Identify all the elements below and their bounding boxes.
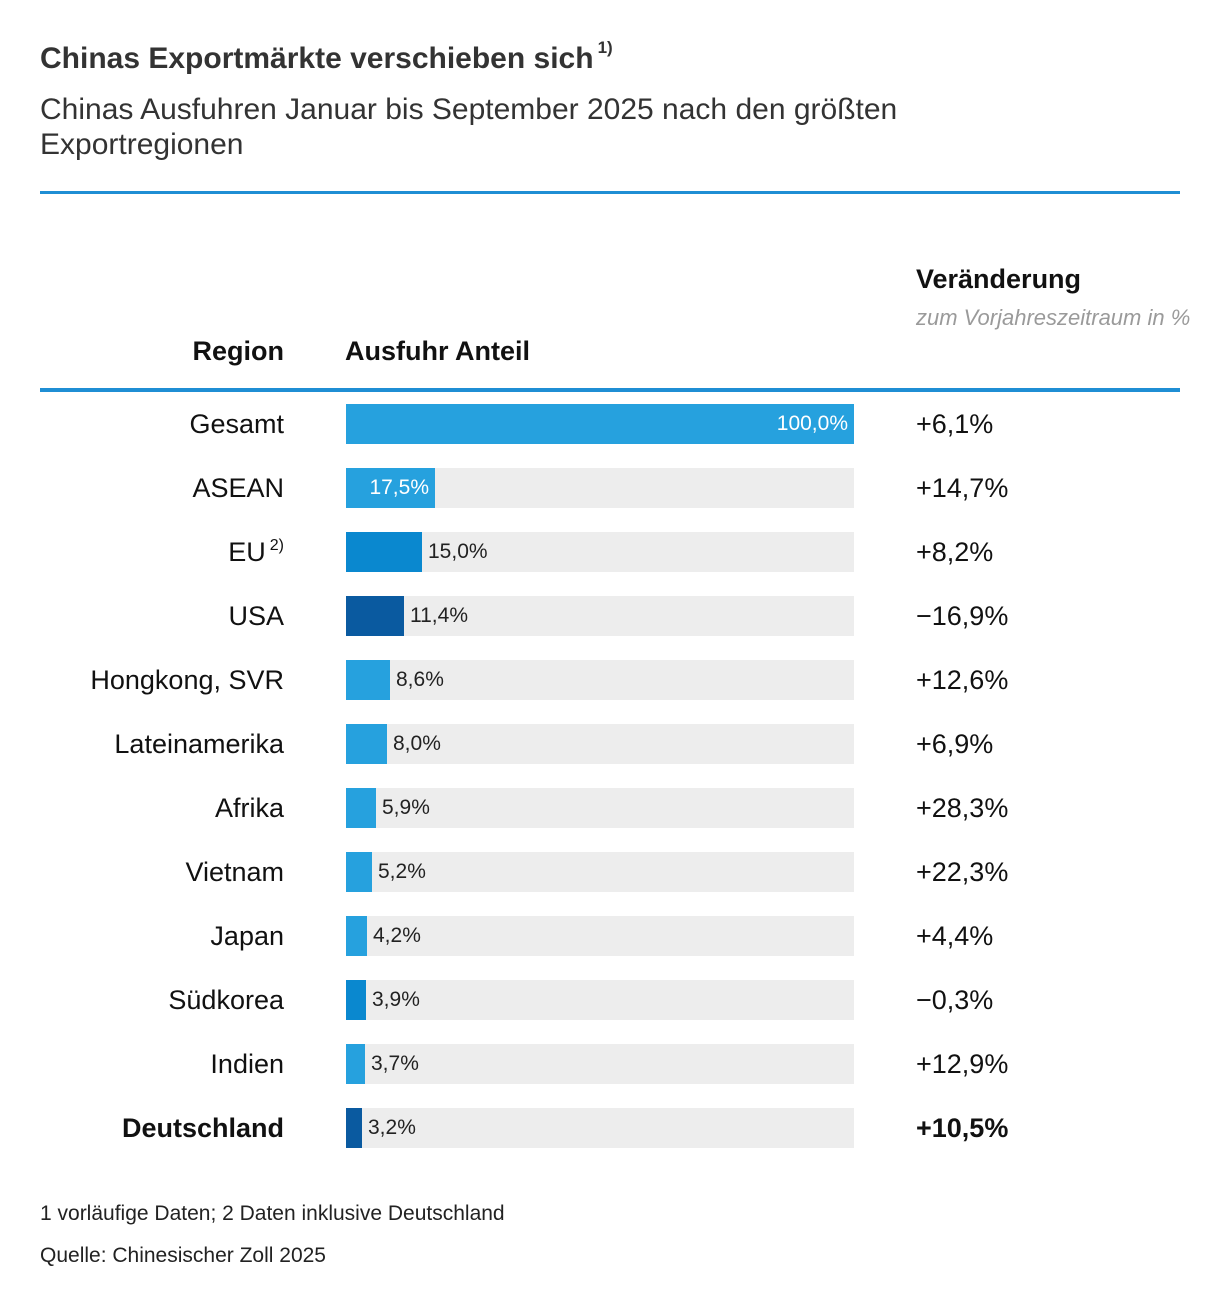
bar-track: 5,9%	[346, 788, 854, 828]
bar-track: 17,5%	[346, 468, 854, 508]
change-value: +28,3%	[916, 793, 1009, 823]
bar	[346, 724, 387, 764]
table-row: Gesamt 100,0% +6,1%	[0, 404, 1220, 444]
bar	[346, 532, 422, 572]
bar-track: 4,2%	[346, 916, 854, 956]
chart-title: Chinas Exportmärkte verschieben sich 1)	[40, 38, 613, 76]
bar-track: 8,6%	[346, 660, 854, 700]
region-label: Afrika	[215, 788, 284, 828]
bar-track: 15,0%	[346, 532, 854, 572]
region-label: Deutschland	[122, 1108, 284, 1148]
region-label: Vietnam	[185, 852, 284, 892]
data-label: 8,6%	[396, 668, 444, 691]
change-value: +8,2%	[916, 537, 994, 567]
column-header-change: Veränderung	[916, 264, 1082, 294]
region-label-text: USA	[228, 601, 284, 631]
bar-track: 11,4%	[346, 596, 854, 636]
data-label: 5,2%	[378, 860, 426, 883]
footnote: 1 vorläufige Daten; 2 Daten inklusive De…	[40, 1202, 505, 1225]
change-value: +12,6%	[916, 665, 1009, 695]
top-divider	[40, 191, 1180, 194]
table-row: Afrika 5,9% +28,3%	[0, 788, 1220, 828]
table-row: Indien 3,7% +12,9%	[0, 1044, 1220, 1084]
bar	[346, 980, 366, 1020]
bar	[346, 916, 367, 956]
data-label: 5,9%	[382, 796, 430, 819]
change-value: +22,3%	[916, 857, 1009, 887]
bar	[346, 852, 372, 892]
bar-track: 3,7%	[346, 1044, 854, 1084]
change-value: +6,1%	[916, 409, 994, 439]
bar-track: 5,2%	[346, 852, 854, 892]
region-label: USA	[228, 596, 284, 636]
bar	[346, 596, 404, 636]
region-label: EU 2)	[228, 532, 284, 572]
header-divider	[40, 388, 1180, 392]
region-label-text: Vietnam	[185, 857, 284, 887]
change-value: −16,9%	[916, 601, 1009, 631]
bar	[346, 660, 390, 700]
bar	[346, 1044, 365, 1084]
change-value: +10,5%	[916, 1113, 1009, 1143]
region-label: Gesamt	[189, 404, 284, 444]
column-header-change-subtitle: zum Vorjahreszeitraum in %	[916, 305, 1191, 330]
region-label-text: Gesamt	[189, 409, 284, 439]
table-row: EU 2) 15,0% +8,2%	[0, 532, 1220, 572]
bar-track: 3,9%	[346, 980, 854, 1020]
region-label: Japan	[210, 916, 284, 956]
bar	[346, 1108, 362, 1148]
region-label-text: EU	[228, 537, 266, 567]
region-label-text: Indien	[210, 1049, 284, 1079]
region-label-text: Deutschland	[121, 1113, 284, 1143]
bar-track: 100,0%	[346, 404, 854, 444]
table-row: Japan 4,2% +4,4%	[0, 916, 1220, 956]
table-row: ASEAN 17,5% +14,7%	[0, 468, 1220, 508]
table-row: Südkorea 3,9% −0,3%	[0, 980, 1220, 1020]
table-row: Vietnam 5,2% +22,3%	[0, 852, 1220, 892]
chart-title-text: Chinas Exportmärkte verschieben sich	[40, 42, 594, 75]
table-row: Lateinamerika 8,0% +6,9%	[0, 724, 1220, 764]
region-label: Indien	[210, 1044, 284, 1084]
region-label: Lateinamerika	[114, 724, 284, 764]
bar-track: 8,0%	[346, 724, 854, 764]
region-label-text: Südkorea	[168, 985, 284, 1015]
bar	[346, 788, 376, 828]
change-value: +14,7%	[916, 473, 1009, 503]
table-row: USA 11,4% −16,9%	[0, 596, 1220, 636]
bar	[346, 404, 854, 444]
region-label-text: Afrika	[214, 793, 284, 823]
data-label: 11,4%	[410, 604, 468, 627]
region-label-text: ASEAN	[192, 473, 284, 503]
data-label: 3,9%	[372, 988, 420, 1011]
table-row: Deutschland 3,2% +10,5%	[0, 1108, 1220, 1148]
data-label: 100,0%	[776, 412, 848, 435]
data-label: 4,2%	[373, 924, 421, 947]
data-label: 3,7%	[371, 1052, 419, 1075]
data-label: 15,0%	[428, 540, 488, 563]
change-value: +6,9%	[916, 729, 994, 759]
source-note: Quelle: Chinesischer Zoll 2025	[40, 1244, 326, 1267]
data-label: 3,2%	[368, 1116, 416, 1139]
data-label: 17,5%	[369, 476, 429, 499]
region-footnote-marker: 2)	[269, 537, 284, 554]
column-header-share: Ausfuhr Anteil	[345, 336, 530, 366]
data-label: 8,0%	[393, 732, 441, 755]
region-label: Südkorea	[168, 980, 284, 1020]
table-row: Hongkong, SVR 8,6% +12,6%	[0, 660, 1220, 700]
change-value: +12,9%	[916, 1049, 1009, 1079]
change-value: +4,4%	[916, 921, 994, 951]
column-header-region: Region	[192, 336, 285, 366]
bar-track: 3,2%	[346, 1108, 854, 1148]
region-label-text: Lateinamerika	[114, 729, 284, 759]
bar	[346, 468, 435, 508]
chart-subtitle: Chinas Ausfuhren Januar bis September 20…	[40, 93, 898, 161]
title-footnote-marker: 1)	[597, 38, 613, 57]
region-label-text: Japan	[210, 921, 284, 951]
region-label: ASEAN	[192, 468, 284, 508]
region-label-text: Hongkong, SVR	[90, 665, 284, 695]
change-value: −0,3%	[916, 985, 994, 1015]
region-label: Hongkong, SVR	[90, 660, 284, 700]
